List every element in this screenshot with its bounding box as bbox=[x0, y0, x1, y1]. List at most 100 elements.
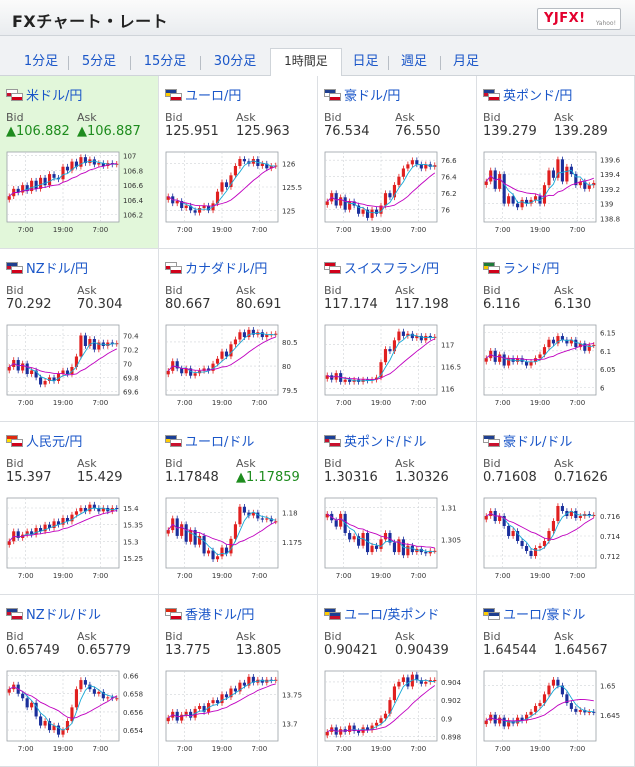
rate-card[interactable]: スイスフラン/円 Bid Ask 117.174 117.198 117 116.5 116 7… bbox=[318, 249, 477, 422]
ma-fast-line bbox=[485, 169, 594, 205]
mini-chart[interactable]: 76.6 76.4 76.2 76 7:00 19:00 7:00 bbox=[323, 148, 471, 234]
tab-30min[interactable]: 30分足 bbox=[200, 52, 270, 76]
candle-body bbox=[542, 541, 547, 546]
candle-body bbox=[428, 680, 432, 682]
y-tick-label: 80 bbox=[282, 363, 291, 371]
rate-card[interactable]: カナダドル/円 Bid Ask 80.667 80.691 80.5 80 79.5 7:00 1… bbox=[159, 249, 318, 422]
mini-chart[interactable]: 117 116.5 116 7:00 19:00 7:00 bbox=[323, 321, 471, 407]
y-tick-label: 0.658 bbox=[123, 691, 143, 699]
mini-chart[interactable]: 139.6 139.4 139.2 139 138.8 7:00 19:00 7:00 bbox=[482, 148, 630, 234]
tab-1min[interactable]: 1分足 bbox=[23, 54, 59, 69]
candle-body bbox=[592, 182, 596, 186]
x-tick-label: 19:00 bbox=[530, 572, 550, 580]
mini-chart[interactable]: 15.4 15.35 15.3 15.25 7:00 19:00 7:00 bbox=[5, 494, 153, 580]
rate-card[interactable]: 英ポンド/円 Bid Ask 139.279 139.289 139.6 139.4 139.… bbox=[477, 76, 635, 249]
candle-body bbox=[92, 504, 96, 508]
pair-name-link[interactable]: ランド/円 bbox=[483, 258, 560, 277]
pair-name-link[interactable]: 英ポンド/ドル bbox=[324, 431, 426, 450]
candle-body bbox=[428, 335, 432, 338]
mini-chart[interactable]: 107 106.8 106.6 106.4 106.2 7:00 19:00 7:00 bbox=[5, 148, 153, 234]
tab-15min[interactable]: 15分足 bbox=[130, 52, 200, 76]
mini-chart[interactable]: 0.904 0.902 0.9 0.898 7:00 19:00 7:00 bbox=[323, 667, 471, 753]
x-tick-label: 7:00 bbox=[177, 572, 193, 580]
candle-body bbox=[83, 335, 87, 346]
candlestick-chart-svg: 117 116.5 116 7:00 19:00 7:00 bbox=[324, 324, 461, 407]
pair-name-link[interactable]: ユーロ/豪ドル bbox=[483, 604, 585, 623]
pair-name-link[interactable]: NZドル/ドル bbox=[6, 604, 101, 623]
mini-chart[interactable]: 126 125.5 125 7:00 19:00 7:00 bbox=[164, 148, 312, 234]
candle-body bbox=[260, 163, 264, 166]
tab-5min[interactable]: 5分足 bbox=[68, 52, 130, 76]
tab-daily[interactable]: 日足 bbox=[352, 54, 379, 69]
candle-body bbox=[21, 693, 25, 699]
candle-body bbox=[392, 340, 397, 352]
candlestick-chart-svg: 126 125.5 125 7:00 19:00 7:00 bbox=[165, 151, 302, 234]
candle-body bbox=[542, 347, 547, 355]
mini-chart[interactable]: 80.5 80 79.5 7:00 19:00 7:00 bbox=[164, 321, 312, 407]
mini-chart[interactable]: 0.716 0.714 0.712 7:00 19:00 7:00 bbox=[482, 494, 630, 580]
ma-slow-line bbox=[326, 685, 436, 733]
pair-name-label: ランド/円 bbox=[503, 262, 560, 277]
rate-card[interactable]: 米ドル/円 Bid Ask ▲106.882 ▲106.887 107 106.8 106.6… bbox=[0, 76, 159, 249]
candlestick-chart-svg: 0.716 0.714 0.712 7:00 19:00 7:00 bbox=[483, 497, 621, 580]
mini-chart[interactable]: 1.18 1.175 7:00 19:00 7:00 bbox=[164, 494, 312, 580]
candle-body bbox=[166, 370, 170, 375]
mini-chart[interactable]: 70.4 70.2 70 69.8 69.6 7:00 19:00 7:00 bbox=[5, 321, 153, 407]
candle-body bbox=[61, 166, 65, 180]
mini-chart[interactable]: 1.65 1.645 7:00 19:00 7:00 bbox=[482, 667, 630, 753]
pair-name-link[interactable]: 人民元/円 bbox=[6, 431, 82, 450]
candle-body bbox=[247, 676, 251, 686]
candle-body bbox=[511, 196, 515, 204]
pair-name-link[interactable]: NZドル/円 bbox=[6, 258, 88, 277]
candle-body bbox=[379, 205, 383, 214]
pair-name-link[interactable]: カナダドル/円 bbox=[165, 258, 267, 277]
rate-card[interactable]: ランド/円 Bid Ask 6.116 6.130 6.15 6.1 6.05 6 7:00 19:… bbox=[477, 249, 635, 422]
rate-card[interactable]: ユーロ/豪ドル Bid Ask 1.64544 1.64567 1.65 1.645 7:00… bbox=[477, 595, 635, 767]
pair-name-link[interactable]: 英ポンド/円 bbox=[483, 85, 572, 104]
rate-card[interactable]: 英ポンド/ドル Bid Ask 1.30316 1.30326 1.31 1.305 7:00… bbox=[318, 422, 477, 595]
candle-body bbox=[7, 689, 11, 693]
flag-jp-icon bbox=[488, 93, 500, 101]
rate-card[interactable]: NZドル/ドル Bid Ask 0.65749 0.65779 0.66 0.658 0.65… bbox=[0, 595, 159, 767]
mini-chart[interactable]: 13.75 13.7 7:00 19:00 7:00 bbox=[164, 667, 312, 753]
candle-body bbox=[556, 679, 560, 686]
candle-body bbox=[424, 681, 428, 684]
rate-card[interactable]: ユーロ/英ポンド Bid Ask 0.90421 0.90439 0.904 0.902 0.… bbox=[318, 595, 477, 767]
pair-name-link[interactable]: 豪ドル/ドル bbox=[483, 431, 572, 450]
yjfx-logo[interactable]: YJFX! Yahoo! bbox=[537, 8, 621, 30]
x-tick-label: 19:00 bbox=[212, 572, 232, 580]
candle-body bbox=[175, 518, 179, 536]
x-tick-label: 7:00 bbox=[18, 745, 34, 753]
currency-flags-icon bbox=[483, 262, 501, 274]
mini-chart[interactable]: 0.66 0.658 0.656 0.654 7:00 19:00 7:00 bbox=[5, 667, 153, 753]
tab-monthly[interactable]: 月足 bbox=[440, 52, 492, 76]
rate-card[interactable]: 豪ドル/ドル Bid Ask 0.71608 0.71626 0.716 0.714 0.71… bbox=[477, 422, 635, 595]
pair-name-link[interactable]: 豪ドル/円 bbox=[324, 85, 400, 104]
tab-weekly[interactable]: 週足 bbox=[388, 52, 440, 76]
x-tick-label: 7:00 bbox=[336, 399, 352, 407]
pair-name-link[interactable]: 米ドル/円 bbox=[6, 85, 82, 104]
y-tick-label: 76.4 bbox=[441, 174, 457, 182]
tab-1hour[interactable]: 1時間足 bbox=[270, 48, 342, 77]
rate-card[interactable]: NZドル/円 Bid Ask 70.292 70.304 70.4 70.2 70 69.8 69… bbox=[0, 249, 159, 422]
pair-name-link[interactable]: ユーロ/ドル bbox=[165, 431, 254, 450]
bid-value: 6.116 bbox=[483, 297, 521, 312]
pair-name-link[interactable]: スイスフラン/円 bbox=[324, 258, 439, 277]
pair-name-link[interactable]: 香港ドル/円 bbox=[165, 604, 254, 623]
rate-card[interactable]: 豪ドル/円 Bid Ask 76.534 76.550 76.6 76.4 76.2 76 7:0… bbox=[318, 76, 477, 249]
rate-card[interactable]: ユーロ/円 Bid Ask 125.951 125.963 126 125.5 125 7:00… bbox=[159, 76, 318, 249]
chart-plot-frame bbox=[165, 670, 279, 742]
rate-card[interactable]: 香港ドル/円 Bid Ask 13.775 13.805 13.75 13.7 7:00 19:… bbox=[159, 595, 318, 767]
mini-chart[interactable]: 6.15 6.1 6.05 6 7:00 19:00 7:00 bbox=[482, 321, 630, 407]
y-tick-label: 106.8 bbox=[123, 167, 143, 175]
candle-body bbox=[401, 168, 405, 177]
pair-name-link[interactable]: ユーロ/円 bbox=[165, 85, 241, 104]
pair-name-link[interactable]: ユーロ/英ポンド bbox=[324, 604, 439, 623]
candle-body bbox=[361, 209, 365, 214]
currency-flags-icon bbox=[165, 89, 183, 101]
rate-card[interactable]: 人民元/円 Bid Ask 15.397 15.429 15.4 15.35 15.3 15.2… bbox=[0, 422, 159, 595]
candle-body bbox=[507, 526, 511, 536]
mini-chart[interactable]: 1.31 1.305 7:00 19:00 7:00 bbox=[323, 494, 471, 580]
rate-card[interactable]: ユーロ/ドル Bid Ask 1.17848 ▲1.17859 1.18 1.175 7:00… bbox=[159, 422, 318, 595]
candle-body bbox=[115, 698, 119, 700]
